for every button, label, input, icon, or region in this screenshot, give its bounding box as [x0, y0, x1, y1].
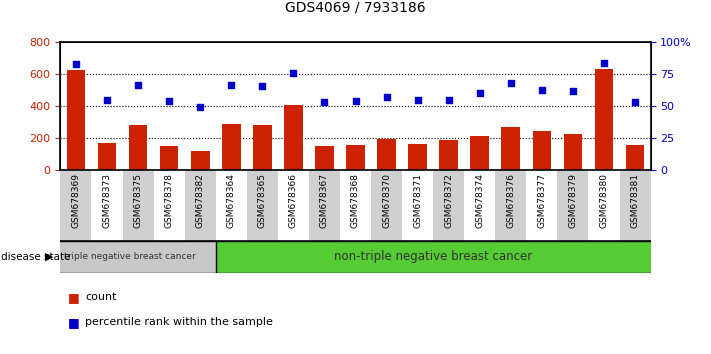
Text: ■: ■ [68, 316, 83, 329]
Point [102, 97, 113, 103]
Bar [97, 143, 117, 170]
Bar [626, 145, 644, 170]
Point [629, 99, 641, 105]
Point [288, 70, 299, 76]
Bar [346, 145, 365, 170]
Point [412, 97, 423, 103]
Text: GSM678376: GSM678376 [506, 173, 515, 228]
Text: count: count [85, 292, 117, 302]
Bar [222, 124, 240, 170]
Text: GSM678377: GSM678377 [538, 173, 546, 228]
Point [474, 91, 486, 96]
Bar [315, 146, 333, 170]
Bar [594, 69, 614, 170]
Bar [408, 144, 427, 170]
Text: GSM678370: GSM678370 [382, 173, 391, 228]
Point [381, 95, 392, 100]
Point [567, 88, 579, 94]
Bar [533, 131, 551, 170]
Bar [160, 146, 178, 170]
Text: GSM678382: GSM678382 [196, 173, 205, 228]
Bar [557, 170, 589, 241]
Point [132, 82, 144, 87]
Bar [278, 170, 309, 241]
Text: GSM678373: GSM678373 [102, 173, 112, 228]
Text: triple negative breast cancer: triple negative breast cancer [65, 252, 196, 261]
Bar [129, 125, 147, 170]
Bar [402, 170, 433, 241]
Bar [185, 170, 215, 241]
Bar [122, 170, 154, 241]
Text: GSM678367: GSM678367 [320, 173, 329, 228]
Text: GSM678381: GSM678381 [631, 173, 639, 228]
Point [257, 83, 268, 88]
Text: GDS4069 / 7933186: GDS4069 / 7933186 [285, 0, 426, 14]
Point [505, 80, 516, 86]
Point [164, 98, 175, 104]
Point [70, 61, 82, 67]
Bar [92, 170, 122, 241]
Bar [60, 241, 215, 273]
Bar [619, 170, 651, 241]
Bar [501, 127, 520, 170]
Bar [67, 70, 85, 170]
Text: GSM678375: GSM678375 [134, 173, 143, 228]
Bar [496, 170, 526, 241]
Text: GSM678371: GSM678371 [413, 173, 422, 228]
Text: GSM678378: GSM678378 [165, 173, 173, 228]
Bar [564, 134, 582, 170]
Bar [439, 141, 458, 170]
Point [319, 99, 330, 105]
Point [598, 60, 609, 66]
Bar [284, 105, 303, 170]
Bar [309, 170, 340, 241]
Text: disease state: disease state [1, 252, 70, 262]
Bar [191, 151, 210, 170]
Text: GSM678374: GSM678374 [475, 173, 484, 228]
Point [536, 87, 547, 92]
Bar [371, 170, 402, 241]
Bar [253, 125, 272, 170]
Point [195, 105, 206, 110]
Point [443, 97, 454, 103]
Point [225, 82, 237, 87]
Text: GSM678369: GSM678369 [72, 173, 80, 228]
Text: GSM678366: GSM678366 [289, 173, 298, 228]
Bar [215, 241, 651, 273]
Bar [60, 170, 92, 241]
Bar [215, 170, 247, 241]
Text: GSM678379: GSM678379 [568, 173, 577, 228]
Bar [464, 170, 496, 241]
Text: non-triple negative breast cancer: non-triple negative breast cancer [334, 250, 533, 263]
Bar [526, 170, 557, 241]
Point [350, 98, 361, 104]
Bar [247, 170, 278, 241]
Text: ▶: ▶ [45, 252, 53, 262]
Bar [433, 170, 464, 241]
Bar [471, 136, 489, 170]
Bar [340, 170, 371, 241]
Bar [378, 139, 396, 170]
Bar [589, 170, 619, 241]
Text: GSM678368: GSM678368 [351, 173, 360, 228]
Text: GSM678380: GSM678380 [599, 173, 609, 228]
Text: GSM678365: GSM678365 [258, 173, 267, 228]
Bar [154, 170, 185, 241]
Text: GSM678364: GSM678364 [227, 173, 236, 228]
Text: GSM678372: GSM678372 [444, 173, 453, 228]
Text: percentile rank within the sample: percentile rank within the sample [85, 317, 273, 327]
Text: ■: ■ [68, 291, 83, 304]
